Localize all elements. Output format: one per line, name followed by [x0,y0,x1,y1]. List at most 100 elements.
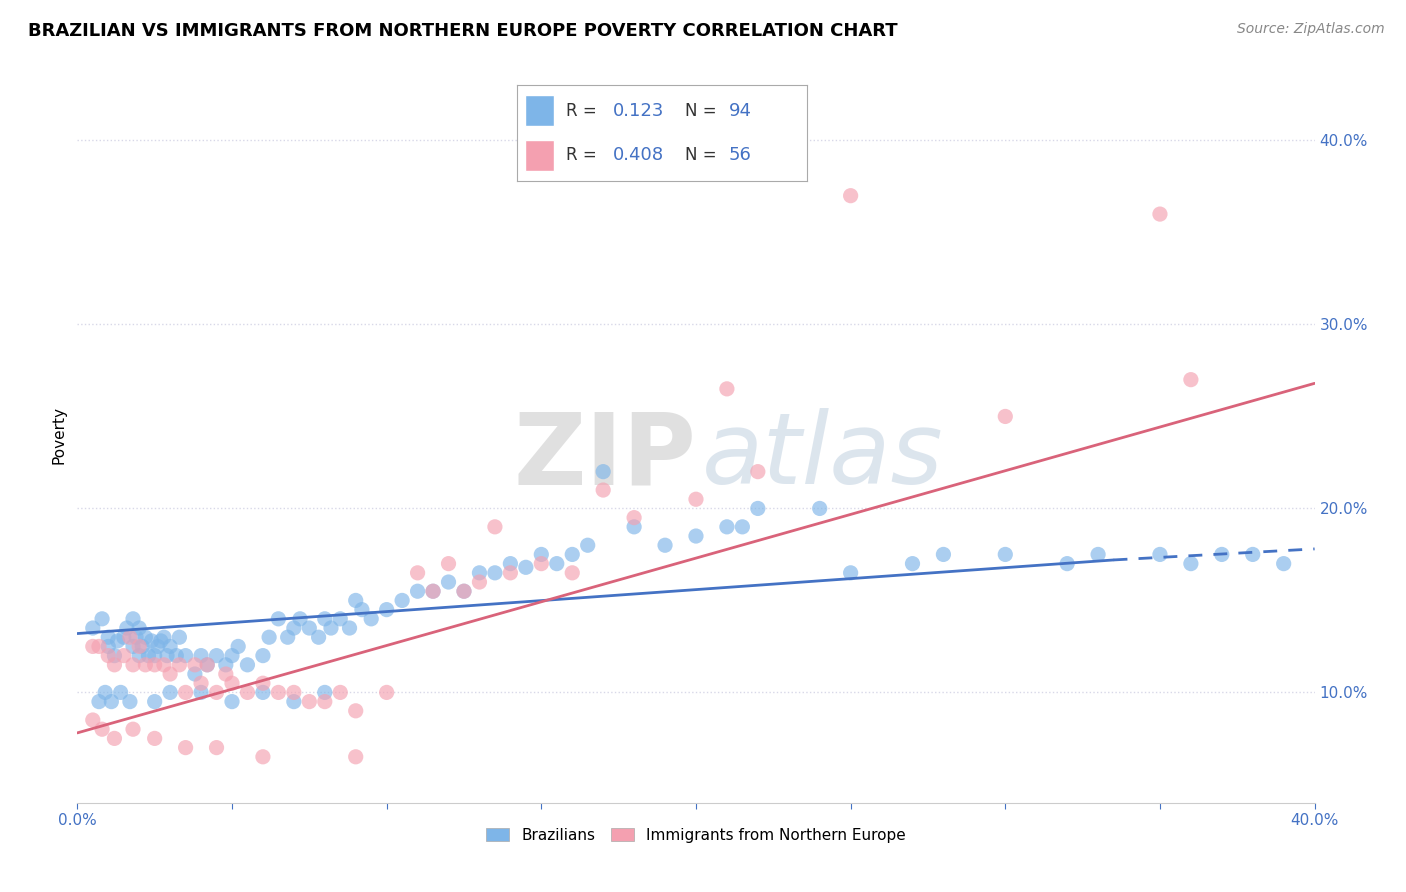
Point [561,548,583,562]
Point [146,640,169,654]
Point [97,640,120,654]
Text: atlas: atlas [702,409,943,506]
Point [215,657,238,672]
Text: BRAZILIAN VS IMMIGRANTS FROM NORTHERN EUROPE POVERTY CORRELATION CHART: BRAZILIAN VS IMMIGRANTS FROM NORTHERN EU… [28,22,898,40]
Point [82,621,104,635]
Point [1272,557,1295,571]
Point [731,520,754,534]
Point [375,602,398,616]
Point [314,612,336,626]
Point [184,667,207,681]
Point [82,713,104,727]
Point [143,731,166,746]
Point [112,630,135,644]
Point [350,602,373,616]
Point [1180,557,1202,571]
Point [716,520,738,534]
Point [174,648,197,663]
Point [283,685,305,699]
Point [808,501,831,516]
Point [236,685,259,699]
Point [153,630,176,644]
Point [623,510,645,524]
Point [128,648,150,663]
Point [252,676,274,690]
Point [344,749,367,764]
Text: Source: ZipAtlas.com: Source: ZipAtlas.com [1237,22,1385,37]
Point [406,566,429,580]
Point [149,633,172,648]
Point [221,695,243,709]
Point [623,520,645,534]
Point [437,574,460,589]
Point [252,685,274,699]
Text: ZIP: ZIP [513,409,696,506]
Point [143,695,166,709]
Point [100,695,122,709]
Point [195,657,218,672]
Point [277,630,299,644]
Point [122,640,145,654]
Point [205,648,228,663]
Point [215,667,238,681]
Point [236,657,259,672]
Point [190,676,212,690]
Y-axis label: Poverty: Poverty [51,406,66,464]
Point [360,612,382,626]
Point [747,465,769,479]
Point [515,560,537,574]
Point [344,704,367,718]
Point [103,657,125,672]
Point [994,548,1017,562]
Point [839,188,862,202]
Point [314,695,336,709]
Point [190,648,212,663]
Point [329,685,352,699]
Point [174,685,197,699]
Point [422,584,444,599]
Point [901,557,924,571]
Point [654,538,676,552]
Point [165,648,187,663]
Point [468,566,491,580]
Point [267,685,290,699]
Point [283,621,305,635]
Point [94,685,117,699]
Point [453,584,475,599]
Point [122,612,145,626]
Point [122,657,145,672]
Point [128,621,150,635]
Point [391,593,413,607]
Point [169,657,191,672]
Point [252,648,274,663]
Point [174,740,197,755]
Point [716,382,738,396]
Point [115,621,138,635]
Point [143,657,166,672]
Point [437,557,460,571]
Point [122,723,145,737]
Point [283,695,305,709]
Point [288,612,311,626]
Point [308,630,330,644]
Point [141,633,163,648]
Point [1149,548,1171,562]
Point [592,483,614,497]
Point [561,566,583,580]
Point [932,548,955,562]
Point [159,667,181,681]
Point [375,685,398,699]
Point [339,621,361,635]
Point [110,685,132,699]
Point [107,633,129,648]
Point [103,648,125,663]
Point [319,621,342,635]
Point [153,657,176,672]
Point [252,749,274,764]
Point [125,630,148,644]
Point [118,695,141,709]
Point [87,695,110,709]
Point [131,640,153,654]
Point [97,630,120,644]
Point [994,409,1017,424]
